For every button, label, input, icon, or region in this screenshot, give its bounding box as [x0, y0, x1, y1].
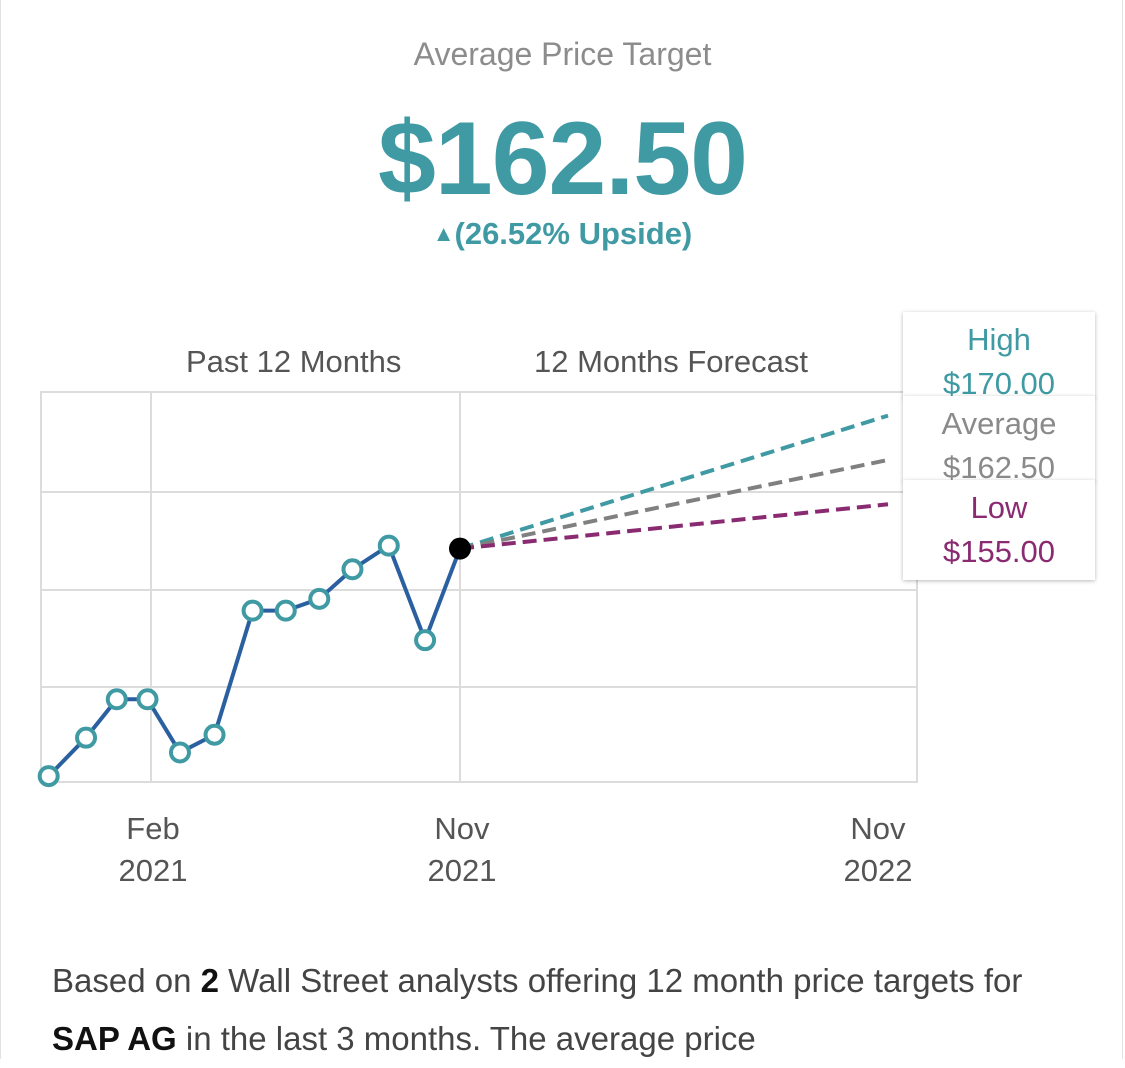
past-12-months-label: Past 12 Months [186, 344, 402, 379]
plot-border [40, 391, 918, 783]
forecast-label: 12 Months Forecast [534, 344, 808, 379]
average-label: Average [941, 406, 1057, 441]
x-tick-month: Feb [126, 811, 180, 846]
high-label: High [967, 322, 1031, 357]
summary-title: Average Price Target [413, 36, 712, 72]
description-text: Based on [52, 962, 201, 999]
history-series [37, 534, 471, 788]
history-point [75, 726, 98, 749]
history-point [241, 599, 264, 622]
average-value: $162.50 [942, 450, 1056, 482]
description-text: Wall Street analysts offering 12 month p… [218, 962, 1023, 999]
forecast-low-line [459, 502, 889, 551]
low-label: Low [970, 490, 1028, 525]
history-point [341, 558, 364, 581]
forecast-average-line [459, 457, 889, 551]
average-target-callout: Average $162.50 [903, 396, 1095, 482]
history-point [377, 534, 400, 557]
history-point [168, 741, 191, 764]
analyst-count: 2 [200, 962, 219, 999]
history-point [105, 688, 128, 711]
history-point [274, 599, 297, 622]
history-point [308, 587, 331, 610]
x-tick-nov-2021: Nov 2021 [392, 808, 532, 892]
average-callout-pointer [888, 447, 904, 472]
high-target-callout: High $170.00 [903, 312, 1095, 398]
chart-grid [40, 391, 918, 783]
x-tick-feb-2021: Feb 2021 [83, 808, 223, 892]
x-tick-year: 2021 [118, 853, 188, 888]
forecast-high-line [459, 413, 889, 551]
low-value: $155.00 [942, 534, 1056, 569]
x-tick-month: Nov [434, 811, 490, 846]
average-price-target: $162.50 [378, 101, 748, 217]
high-value: $170.00 [942, 366, 1056, 398]
high-callout-pointer [888, 403, 904, 428]
history-point [414, 629, 437, 652]
low-target-callout: Low $155.00 [903, 480, 1095, 580]
upside-percentage: ▲(26.52% Upside) [0, 216, 1125, 252]
x-tick-year: 2022 [843, 853, 913, 888]
x-tick-month: Nov [850, 811, 906, 846]
history-point [37, 765, 60, 788]
current-price-point [449, 537, 471, 560]
description-text: in the last 3 months. The average price [176, 1020, 756, 1057]
low-callout-pointer [888, 492, 904, 517]
company-name: SAP AG [52, 1020, 177, 1057]
upside-text: (26.52% Upside) [454, 216, 693, 251]
analyst-description: Based on 2 Wall Street analysts offering… [52, 952, 1092, 1068]
history-point [136, 688, 159, 711]
history-line [47, 543, 462, 778]
up-arrow-icon: ▲ [432, 221, 455, 246]
x-tick-nov-2022: Nov 2022 [808, 808, 948, 892]
forecast-lines [459, 403, 904, 551]
history-point [203, 723, 226, 746]
x-tick-year: 2021 [427, 853, 497, 888]
